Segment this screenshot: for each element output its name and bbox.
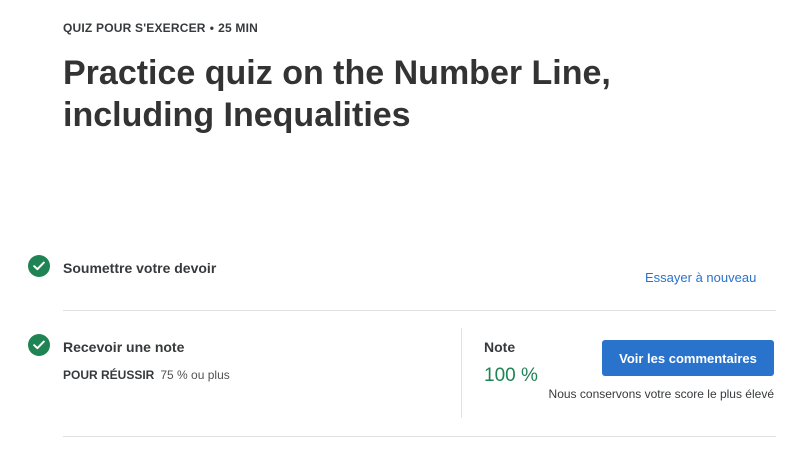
highest-score-note: Nous conservons votre score le plus élev… [548,387,774,401]
quiz-meta: QUIZ POUR S'EXERCER • 25 MIN [63,21,258,35]
checkmark-icon [33,261,45,271]
meta-separator: • [209,21,215,35]
quiz-type-label: QUIZ POUR S'EXERCER [63,21,206,35]
divider [63,310,776,311]
page-title: Practice quiz on the Number Line, includ… [63,54,611,134]
grade-step-title: Recevoir une note [63,339,185,355]
vertical-divider [461,328,462,418]
retry-link[interactable]: Essayer à nouveau [645,270,757,285]
pass-value: 75 % ou plus [160,368,230,382]
pass-label: POUR RÉUSSIR [63,368,155,382]
checkmark-icon [33,340,45,350]
check-circle-icon [28,334,50,356]
view-feedback-button[interactable]: Voir les commentaires [602,340,774,376]
check-circle-icon [28,255,50,277]
quiz-duration: 25 MIN [218,21,258,35]
submit-step-title: Soumettre votre devoir [63,260,217,276]
divider [63,436,776,437]
passing-requirement: POUR RÉUSSIR 75 % ou plus [63,368,230,382]
grade-label: Note [484,339,516,355]
grade-value: 100 % [484,365,538,386]
